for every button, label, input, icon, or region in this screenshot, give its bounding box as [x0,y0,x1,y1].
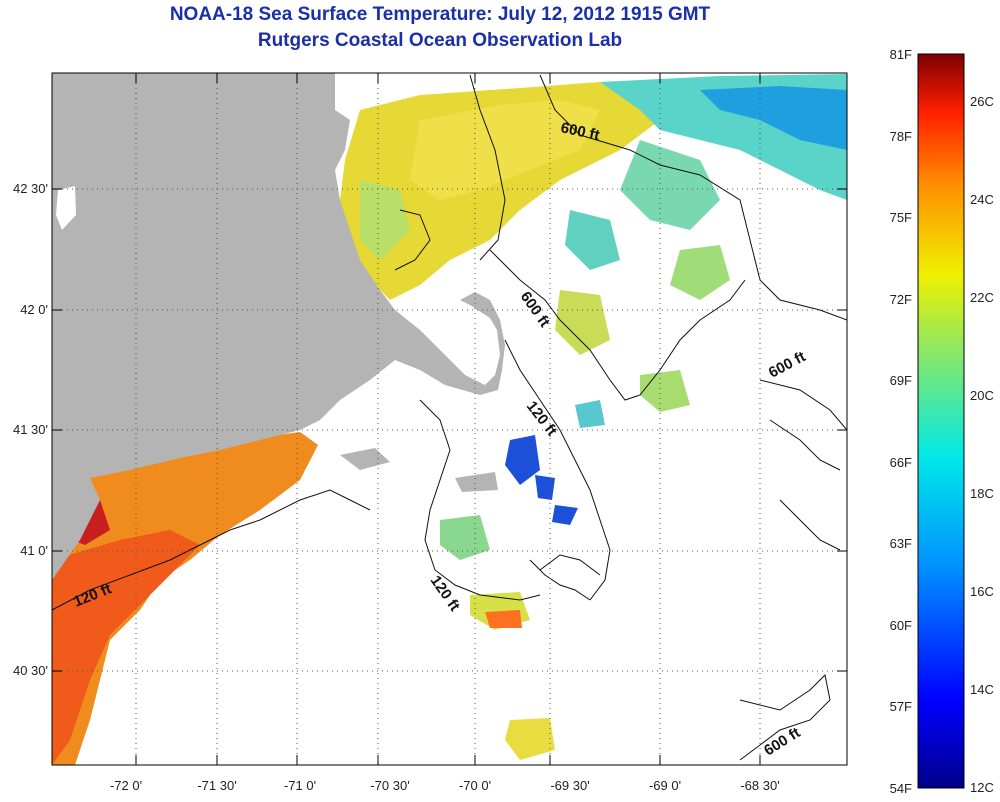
colorbar-c-label: 16C [970,584,994,599]
colorbar-f-labels: 81F 78F 75F 72F 69F 66F 63F 60F 57F 54F [890,47,912,796]
colorbar-f-label: 66F [890,455,912,470]
map-title: NOAA-18 Sea Surface Temperature: July 12… [169,4,711,25]
colorbar-f-label: 69F [890,373,912,388]
land [52,73,505,580]
axis-ticks [52,73,847,765]
lon-label: -71 30' [197,778,236,793]
lon-label: -72 0' [110,778,142,793]
lon-label: -70 0' [459,778,491,793]
colorbar [917,53,965,789]
lon-label: -69 30' [550,778,589,793]
colorbar-c-label: 22C [970,290,994,305]
lat-label: 41 30' [13,422,48,437]
colorbar-f-label: 60F [890,618,912,633]
colorbar-c-label: 14C [970,682,994,697]
lat-label: 42 30' [13,181,48,196]
colorbar-f-label: 78F [890,129,912,144]
colorbar-f-label: 75F [890,210,912,225]
colorbar-f-label: 81F [890,47,912,62]
lon-label: -69 0' [649,778,681,793]
colorbar-c-label: 24C [970,192,994,207]
colorbar-c-labels: 26C 24C 22C 20C 18C 16C 14C 12C [970,94,994,795]
colorbar-c-label: 20C [970,388,994,403]
colorbar-f-label: 72F [890,292,912,307]
colorbar-c-label: 18C [970,486,994,501]
bathymetry-contours [52,74,847,761]
map-subtitle: Rutgers Coastal Ocean Observation Lab [257,30,623,51]
lat-label: 42 0' [20,302,48,317]
graticule [52,73,847,765]
colorbar-f-label: 63F [890,536,912,551]
lat-label: 41 0' [20,543,48,558]
colorbar-c-label: 12C [970,780,994,795]
lon-label: -70 30' [370,778,409,793]
colorbar-f-label: 57F [890,699,912,714]
colorbar-f-label: 54F [890,781,912,796]
lon-label: -68 30' [740,778,779,793]
colorbar-c-label: 26C [970,94,994,109]
lat-label: 40 30' [13,663,48,678]
lon-label: -71 0' [284,778,316,793]
